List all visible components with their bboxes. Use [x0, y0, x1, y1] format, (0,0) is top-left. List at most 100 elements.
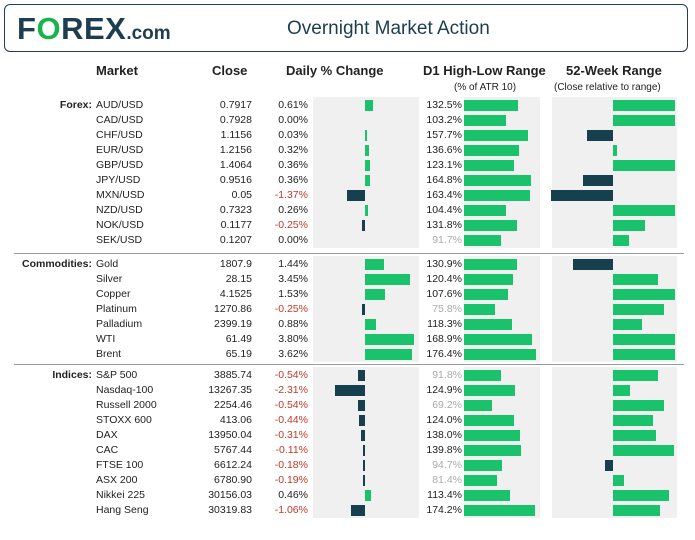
daily-change-value: 0.46% — [278, 489, 308, 501]
range-bar — [464, 130, 528, 141]
table-row[interactable]: FTSE 100 6612.24 -0.18% 94.7% — [0, 458, 695, 473]
week52-bar — [613, 205, 675, 216]
table-row[interactable]: Commodities: Gold 1807.9 1.44% 130.9% — [0, 257, 695, 272]
table-row[interactable]: STOXX 600 413.06 -0.44% 124.0% — [0, 413, 695, 428]
table-row[interactable]: ASX 200 6780.90 -0.19% 81.4% — [0, 473, 695, 488]
daily-change-value: 1.44% — [278, 258, 308, 270]
market-name: Palladium — [96, 318, 143, 330]
market-name: DAX — [96, 429, 118, 441]
table-row[interactable]: MXN/USD 0.05 -1.37% 163.4% — [0, 188, 695, 203]
forex-logo[interactable]: FOREX.com — [17, 11, 171, 46]
close-value: 1.2156 — [219, 144, 252, 156]
table-row[interactable]: CAD/USD 0.7928 0.00% 103.2% — [0, 113, 695, 128]
range-value: 131.8% — [426, 219, 462, 231]
range-value: 138.0% — [426, 429, 462, 441]
market-name: EUR/USD — [96, 144, 144, 156]
week52-bar — [613, 220, 646, 231]
range-bar — [464, 205, 507, 216]
daily-change-value: -0.11% — [275, 444, 309, 456]
range-bar — [464, 475, 497, 486]
table-row[interactable]: CAC 5767.44 -0.11% 139.8% — [0, 443, 695, 458]
table-row[interactable]: Platinum 1270.86 -0.25% 75.8% — [0, 302, 695, 317]
close-value: 13950.04 — [208, 429, 252, 441]
range-value: 69.2% — [432, 399, 462, 411]
table-row[interactable]: Forex: AUD/USD 0.7917 0.61% 132.5% — [0, 98, 695, 113]
market-name: NZD/USD — [96, 204, 143, 216]
table-row[interactable]: Indices: S&P 500 3885.74 -0.54% 91.8% — [0, 368, 695, 383]
daily-change-bar — [357, 400, 365, 411]
daily-change-value: -0.54% — [274, 369, 308, 381]
table-row[interactable]: JPY/USD 0.9516 0.36% 164.8% — [0, 173, 695, 188]
week52-bar — [613, 349, 675, 360]
table-row[interactable]: DAX 13950.04 -0.31% 138.0% — [0, 428, 695, 443]
daily-change-bar — [365, 349, 413, 360]
range-bar — [464, 319, 512, 330]
daily-change-value: -1.06% — [274, 504, 308, 516]
table-row[interactable]: Hang Seng 30319.83 -1.06% 174.2% — [0, 503, 695, 518]
table-row[interactable]: Silver 28.15 3.45% 120.4% — [0, 272, 695, 287]
table-row[interactable]: Nikkei 225 30156.03 0.46% 113.4% — [0, 488, 695, 503]
daily-change-panel — [313, 97, 419, 248]
table-row[interactable]: NOK/USD 0.1177 -0.25% 131.8% — [0, 218, 695, 233]
range-value: 124.9% — [426, 384, 462, 396]
daily-change-bar — [365, 100, 373, 111]
range-bar — [464, 115, 506, 126]
range-value: 132.5% — [426, 99, 462, 111]
daily-change-bar — [365, 274, 410, 285]
section-label: Indices: — [52, 369, 92, 381]
table-row[interactable]: Copper 4.1525 1.53% 107.6% — [0, 287, 695, 302]
range-value: 176.4% — [426, 348, 462, 360]
market-name: Platinum — [96, 303, 137, 315]
close-value: 6780.90 — [214, 474, 252, 486]
week52-bar — [613, 235, 629, 246]
range-value: 91.8% — [432, 369, 462, 381]
daily-change-bar — [365, 130, 367, 141]
week52-bar — [613, 490, 669, 501]
range-bar — [464, 100, 518, 111]
table-row[interactable]: Russell 2000 2254.46 -0.54% 69.2% — [0, 398, 695, 413]
daily-change-bar — [362, 460, 365, 471]
daily-change-value: -0.18% — [274, 459, 308, 471]
range-bar — [464, 370, 502, 381]
range-bar — [464, 349, 536, 360]
table-row[interactable]: GBP/USD 1.4064 0.36% 123.1% — [0, 158, 695, 173]
table-row[interactable]: Nasdaq-100 13267.35 -2.31% 124.9% — [0, 383, 695, 398]
table-row[interactable]: CHF/USD 1.1156 0.03% 157.7% — [0, 128, 695, 143]
daily-change-value: 3.45% — [278, 273, 308, 285]
table-row[interactable]: Palladium 2399.19 0.88% 118.3% — [0, 317, 695, 332]
week52-bar — [586, 130, 613, 141]
header-banner: FOREX.com Overnight Market Action — [4, 4, 688, 52]
table-row[interactable]: WTI 61.49 3.80% 168.9% — [0, 332, 695, 347]
close-value: 0.7323 — [219, 204, 252, 216]
daily-change-bar — [351, 505, 365, 516]
table-row[interactable]: NZD/USD 0.7323 0.26% 104.4% — [0, 203, 695, 218]
table-row[interactable]: Brent 65.19 3.62% 176.4% — [0, 347, 695, 362]
range-bar — [464, 190, 531, 201]
range-value: 91.7% — [432, 234, 462, 246]
week52-bar — [613, 145, 618, 156]
week52-bar — [572, 259, 613, 270]
range-value: 123.1% — [426, 159, 462, 171]
close-value: 2254.46 — [214, 399, 252, 411]
range-value: 75.8% — [432, 303, 462, 315]
table-row[interactable]: SEK/USD 0.1207 0.00% 91.7% — [0, 233, 695, 248]
market-name: Silver — [96, 273, 123, 285]
daily-change-value: -0.44% — [274, 414, 308, 426]
range-value: 124.0% — [426, 414, 462, 426]
range-bar — [464, 385, 515, 396]
close-value: 413.06 — [219, 414, 252, 426]
col-header-52week: 52-Week Range — [566, 63, 662, 78]
market-name: STOXX 600 — [96, 414, 152, 426]
daily-change-value: -2.31% — [274, 384, 308, 396]
daily-change-bar — [347, 190, 365, 201]
table-row[interactable]: EUR/USD 1.2156 0.32% 136.6% — [0, 143, 695, 158]
market-name: GBP/USD — [96, 159, 144, 171]
range-bar — [464, 175, 531, 186]
range-value: 163.4% — [426, 189, 462, 201]
daily-change-bar — [365, 334, 415, 345]
daily-change-value: -0.25% — [274, 219, 308, 231]
range-bar — [464, 400, 493, 411]
daily-change-bar — [363, 445, 365, 456]
range-value: 136.6% — [426, 144, 462, 156]
daily-change-bar — [361, 304, 365, 315]
